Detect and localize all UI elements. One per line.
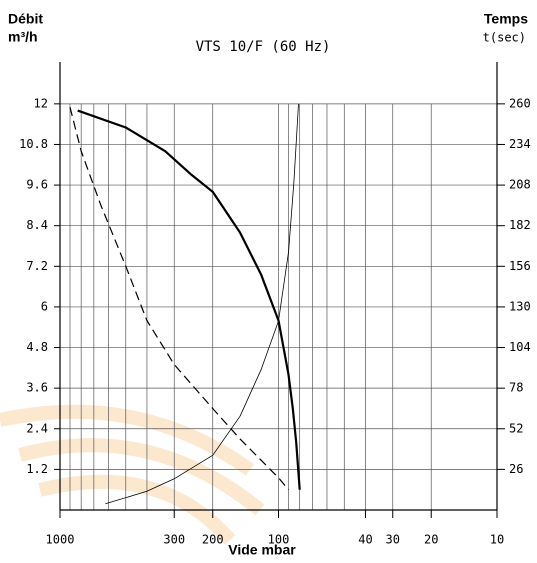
y2-tick-label: 234 (509, 137, 531, 151)
y2-tick-label: 52 (509, 421, 523, 435)
x-tick-label: 30 (386, 533, 400, 547)
y2-axis-title: Temps (484, 11, 528, 27)
y-tick-label: 1.2 (26, 462, 48, 476)
y-tick-label: 4.8 (26, 340, 48, 354)
y2-tick-label: 156 (509, 259, 531, 273)
y2-tick-label: 130 (509, 299, 531, 313)
x-tick-label: 300 (163, 533, 185, 547)
y-axis-title: Débit (8, 11, 43, 27)
y-tick-label: 12 (34, 96, 48, 110)
y2-tick-label: 208 (509, 178, 531, 192)
x-tick-label: 20 (424, 533, 438, 547)
x-tick-label: 100 (268, 533, 290, 547)
y-tick-label: 8.4 (26, 218, 48, 232)
chart: Débit m³/h Temps t(sec) VTS 10/F (60 Hz)… (0, 0, 537, 563)
y-tick-label: 10.8 (19, 137, 48, 151)
x-tick-label: 10 (490, 533, 504, 547)
y-axis-unit: m³/h (8, 29, 38, 45)
y-tick-label: 2.4 (26, 421, 48, 435)
y2-tick-label: 260 (509, 96, 531, 110)
y2-tick-label: 182 (509, 218, 531, 232)
y-tick-label: 7.2 (26, 259, 48, 273)
y2-axis-unit: t(sec) (483, 31, 526, 45)
y2-tick-label: 78 (509, 381, 523, 395)
x-tick-label: 40 (358, 533, 372, 547)
watermark-arc (40, 482, 230, 540)
y2-tick-label: 26 (509, 462, 523, 476)
y-tick-label: 9.6 (26, 178, 48, 192)
y-tick-label: 3.6 (26, 381, 48, 395)
x-tick-label: 1000 (46, 533, 75, 547)
y2-tick-label: 104 (509, 340, 531, 354)
y-tick-label: 6 (41, 299, 48, 313)
chart-title: VTS 10/F (60 Hz) (196, 39, 331, 55)
x-tick-label: 200 (202, 533, 224, 547)
